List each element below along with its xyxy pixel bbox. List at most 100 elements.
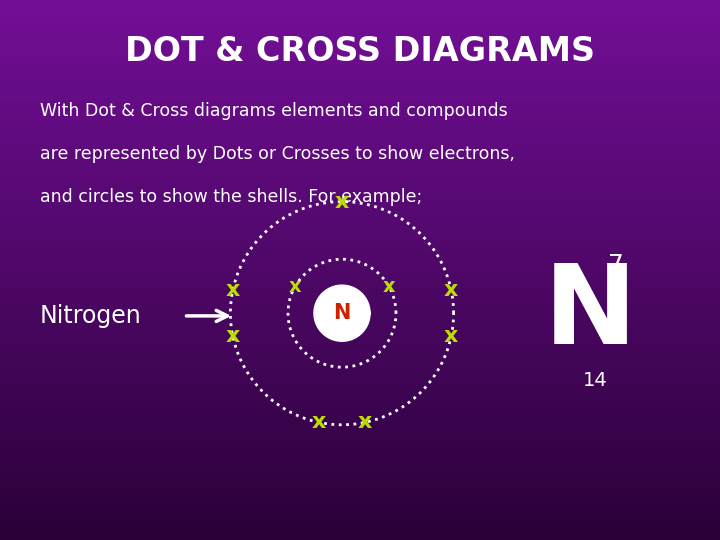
Bar [0, 493, 720, 497]
Polygon shape [315, 286, 369, 341]
Bar [0, 504, 720, 508]
Bar [0, 439, 720, 443]
Bar [0, 382, 720, 385]
Bar [0, 299, 720, 302]
Bar [0, 400, 720, 403]
Bar [0, 353, 720, 356]
Bar [0, 180, 720, 184]
Bar [0, 58, 720, 61]
Bar [0, 407, 720, 410]
Bar [0, 363, 720, 367]
Bar [0, 436, 720, 439]
Bar [0, 374, 720, 378]
Bar [0, 32, 720, 36]
Bar [0, 328, 720, 331]
Bar [0, 69, 720, 72]
Bar [0, 497, 720, 501]
Bar [0, 209, 720, 212]
Bar [0, 393, 720, 396]
Bar [0, 166, 720, 169]
Bar [0, 356, 720, 360]
Bar [0, 144, 720, 147]
Bar [0, 324, 720, 328]
Bar [0, 158, 720, 162]
Bar [0, 97, 720, 101]
Bar [0, 320, 720, 324]
Bar [0, 101, 720, 104]
Text: With Dot & Cross diagrams elements and compounds: With Dot & Cross diagrams elements and c… [40, 102, 508, 120]
Bar [0, 414, 720, 417]
Bar [0, 529, 720, 533]
Bar [0, 508, 720, 511]
Bar [0, 266, 720, 270]
Bar [0, 76, 720, 79]
Bar [0, 223, 720, 227]
Bar [0, 371, 720, 374]
Bar [0, 36, 720, 39]
Bar [0, 133, 720, 137]
Bar [0, 194, 720, 198]
Bar [0, 205, 720, 209]
Bar [0, 270, 720, 274]
Text: and circles to show the shells. For example;: and circles to show the shells. For exam… [40, 188, 422, 206]
Bar [0, 0, 720, 4]
Bar [0, 119, 720, 123]
Bar [0, 447, 720, 450]
Bar [0, 108, 720, 112]
Bar [0, 342, 720, 346]
Bar [0, 65, 720, 69]
Bar [0, 428, 720, 432]
Bar [0, 18, 720, 22]
Bar [0, 216, 720, 220]
Bar [0, 248, 720, 252]
Bar [0, 43, 720, 47]
Bar [0, 227, 720, 231]
Text: are represented by Dots or Crosses to show electrons,: are represented by Dots or Crosses to sh… [40, 145, 515, 163]
Bar [0, 252, 720, 255]
Text: x: x [382, 276, 395, 296]
Bar [0, 518, 720, 522]
Bar [0, 511, 720, 515]
Bar [0, 443, 720, 447]
Bar [0, 263, 720, 266]
Bar [0, 288, 720, 292]
Bar [0, 177, 720, 180]
Bar [0, 126, 720, 130]
Bar [0, 151, 720, 155]
Bar [0, 191, 720, 194]
Bar [0, 432, 720, 436]
Text: N: N [333, 303, 351, 323]
Bar [0, 396, 720, 400]
Bar [0, 339, 720, 342]
Bar [0, 486, 720, 490]
Bar [0, 471, 720, 475]
Bar [0, 454, 720, 457]
Bar [0, 464, 720, 468]
Bar [0, 255, 720, 259]
Bar [0, 123, 720, 126]
Bar [0, 155, 720, 158]
Bar [0, 173, 720, 177]
Bar [0, 86, 720, 90]
Bar [0, 292, 720, 295]
Bar [0, 104, 720, 108]
Bar [0, 147, 720, 151]
Bar [0, 39, 720, 43]
Bar [0, 184, 720, 187]
Text: x: x [225, 280, 240, 300]
Bar [0, 22, 720, 25]
Bar [0, 515, 720, 518]
Bar [0, 533, 720, 536]
Bar [0, 285, 720, 288]
Bar [0, 4, 720, 7]
Text: x: x [358, 413, 372, 433]
Bar [0, 130, 720, 133]
Text: N: N [544, 260, 636, 367]
Bar [0, 54, 720, 58]
Bar [0, 112, 720, 115]
Bar [0, 306, 720, 309]
Text: x: x [444, 280, 459, 300]
Bar [0, 468, 720, 471]
Bar [0, 274, 720, 277]
Bar [0, 403, 720, 407]
